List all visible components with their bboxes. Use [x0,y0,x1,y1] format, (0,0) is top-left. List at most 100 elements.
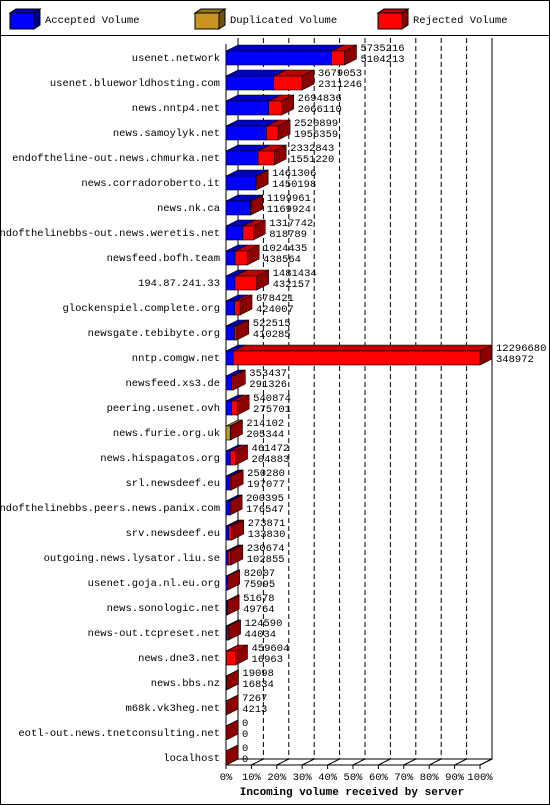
value-label: 102855 [247,554,285,566]
value-label: 44034 [245,629,277,641]
value-label-total: 2520899 [294,118,338,130]
value-label: 1956359 [294,129,338,141]
bar-segment [225,350,234,366]
value-label: 197077 [247,479,285,491]
bar-segment [225,100,269,116]
x-axis-title: Incoming volume received by server [240,787,464,799]
bar-segment [225,200,251,216]
bar-segment [225,475,231,491]
y-tick-label: news-out.tcpreset.net [88,628,220,640]
bar-segment-rejected [242,225,254,241]
y-tick-label: eotl-out.news.tnetconsulting.net [18,728,220,740]
value-label-total: 230674 [247,543,285,555]
value-label: 176547 [246,504,284,516]
x-tick [454,758,467,766]
value-label: 1169924 [267,204,311,216]
bar-segment [225,325,235,341]
bar-segment-rejected-top [233,344,493,352]
bar-segment [225,500,230,516]
y-tick-label: newsgate.tebibyte.org [88,328,220,340]
x-tick-label: 90% [445,772,465,784]
value-label: 818789 [269,229,307,241]
value-label: 1450198 [272,179,316,191]
y-tick-label: localhost [163,753,220,765]
bar-segment-rejected [257,150,275,166]
bar-segment [225,225,244,241]
bar-segment [225,50,332,66]
y-tick-label: endoftheline-out.news.chmurka.net [12,153,220,165]
y-tick-label: endofthelinebbs.peers.news.panix.com [0,503,220,515]
value-label: 410285 [253,329,291,341]
x-tick-label: 40% [318,772,338,784]
value-label-total: 678421 [256,293,294,305]
y-tick-label: news.sonologic.net [107,603,220,615]
y-tick-label: peering.usenet.ovh [107,403,220,415]
y-tick-label: glockenspiel.complete.org [62,303,220,315]
bar-segment-rejected [231,400,238,416]
y-tick-label: nntp.comgw.net [132,353,220,365]
value-label-total: 250280 [247,468,285,480]
y-tick-label: endofthelinebbs-out.news.weretis.net [0,228,220,240]
bar-segment [225,150,259,166]
value-label: 438564 [263,254,301,266]
value-label-total: 200395 [246,493,284,505]
value-label-total: 522515 [253,318,291,330]
bar-segment-rejected [229,450,236,466]
legend-label: Duplicated Volume [230,15,337,27]
bar-segment [225,75,275,91]
bar-segment-rejected [226,650,236,666]
y-tick-label: newsfeed.bofh.team [107,253,220,265]
bar-segment-top [225,44,344,52]
x-tick-label: 60% [369,772,389,784]
value-label-total: 353437 [249,368,287,380]
bar-segment-rejected [231,375,234,391]
value-label: 204883 [252,454,290,466]
value-label: 49764 [243,604,275,616]
value-label-total: 12296680 [496,343,546,355]
bar-segment [225,275,236,291]
x-tick-label: 80% [420,772,440,784]
value-label-total: 1024435 [263,243,307,255]
value-label: 4213 [242,704,267,716]
x-tick [479,758,493,766]
y-tick-label: news.furie.org.uk [113,428,220,440]
bar-segment [225,425,231,441]
x-tick [276,758,290,766]
legend-label: Accepted Volume [45,15,140,27]
value-label-total: 3679053 [318,68,362,80]
x-tick-label: 30% [293,772,313,784]
bar-segment-rejected [228,525,232,541]
bar-segment-rejected [232,350,481,366]
y-tick-label: srl.newsdeef.eu [125,478,220,490]
value-label: 424007 [256,304,294,316]
y-tick-label: news.bbs.nz [151,678,220,690]
bar-segment [225,375,233,391]
value-label: 432157 [273,279,311,291]
value-label-total: 0 [242,718,248,730]
value-label-total: 1481434 [273,268,317,280]
bar-segment-rejected [226,625,229,641]
value-label-total: 1317742 [269,218,313,230]
value-label-total: 2332843 [290,143,334,155]
bar-segment-rejected [234,300,241,316]
bar-segment-rejected [266,125,279,141]
bar-segment [225,300,236,316]
x-tick-label: 100% [467,772,493,784]
value-label-total: 2694836 [298,93,342,105]
bar-segment [225,125,267,141]
bar-segment [225,175,257,191]
value-label-total: 273871 [248,518,286,530]
value-label: 1551220 [290,154,334,166]
x-tick-label: 70% [394,772,414,784]
value-label-total: 124590 [245,618,283,630]
value-label: 291326 [249,379,287,391]
bar-segment [225,450,231,466]
value-label-total: 82007 [244,568,276,580]
x-tick-label: 10% [242,772,262,784]
value-label-total: 1199961 [267,193,311,205]
value-label-total: 1461306 [272,168,316,180]
bar-segment-rejected [234,275,257,291]
y-tick-label: newsfeed.xs3.de [125,378,220,390]
y-tick-label: m68k.vk3heg.net [125,703,220,715]
